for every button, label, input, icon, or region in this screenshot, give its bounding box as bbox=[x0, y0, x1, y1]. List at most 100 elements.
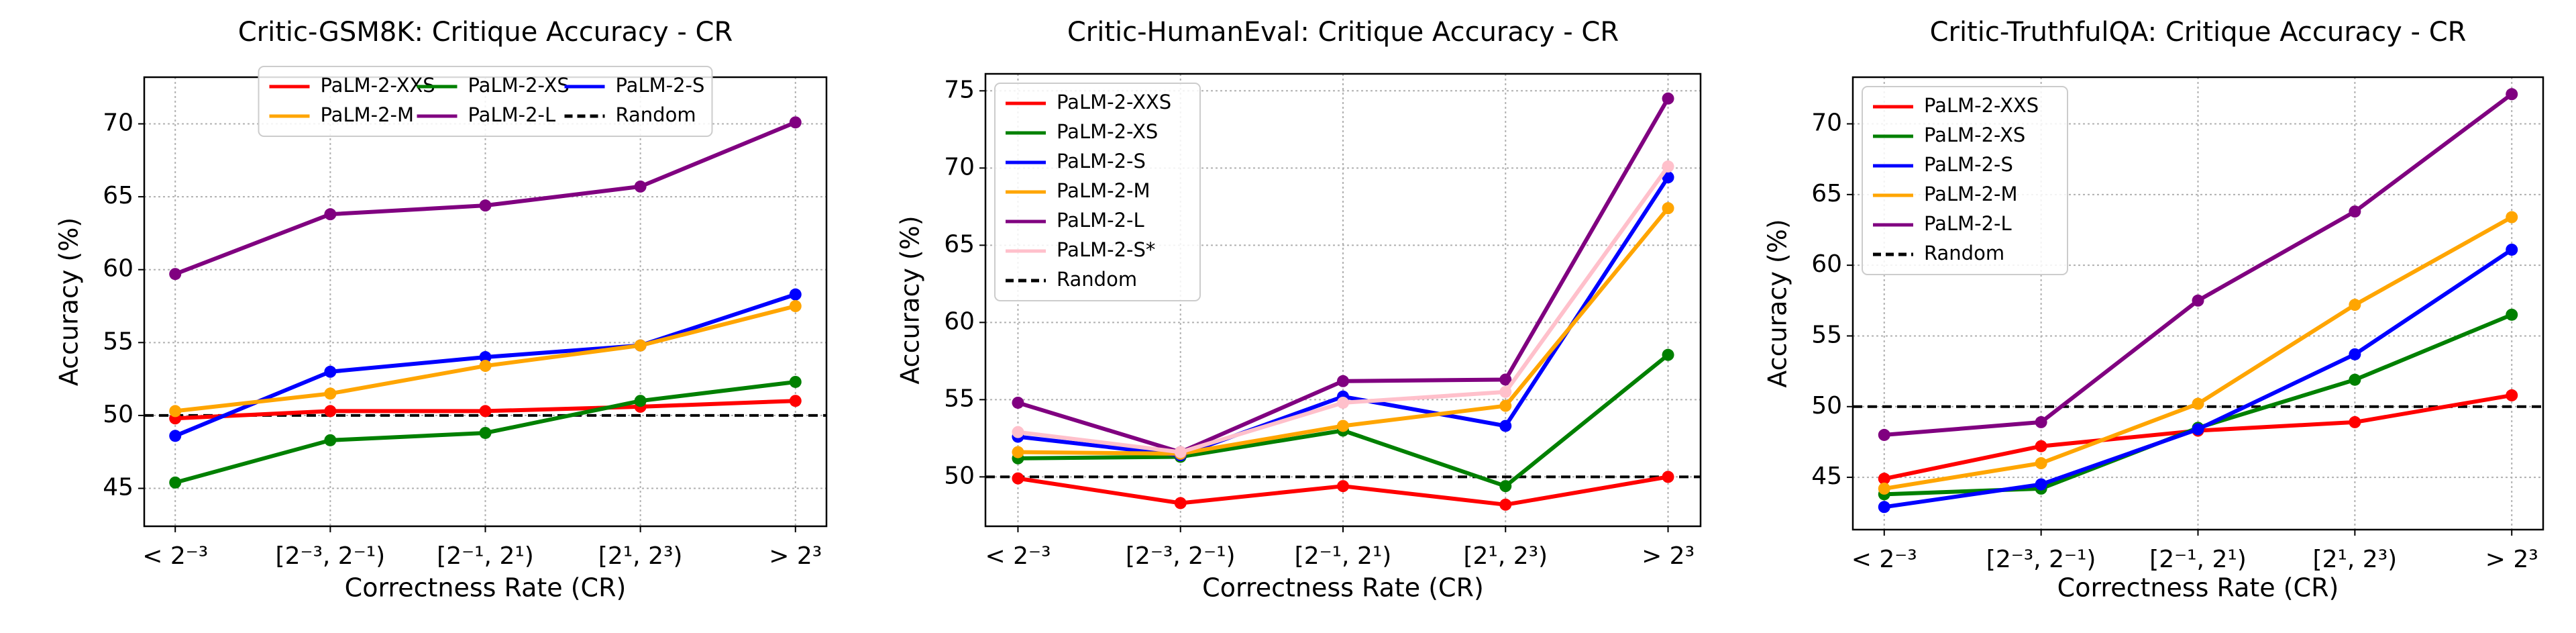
data-point bbox=[2349, 373, 2361, 386]
data-point bbox=[2349, 348, 2361, 360]
y-tick-label: 45 bbox=[1811, 462, 1842, 490]
x-tick-label: [2¹, 2³) bbox=[598, 542, 683, 570]
data-point bbox=[479, 199, 492, 212]
data-point bbox=[2035, 440, 2047, 452]
x-tick-label: > 2³ bbox=[769, 542, 822, 570]
y-tick-label: 55 bbox=[103, 328, 133, 355]
data-point bbox=[324, 434, 337, 446]
legend-label: PaLM-2-L bbox=[468, 103, 556, 126]
legend-label: PaLM-2-XXS bbox=[321, 74, 435, 97]
data-point bbox=[1878, 482, 1890, 495]
y-axis-label: Accuracy (%) bbox=[54, 217, 84, 386]
y-tick-label: 50 bbox=[944, 462, 975, 489]
data-point bbox=[2506, 389, 2518, 401]
x-tick-label: [2⁻¹, 2¹) bbox=[437, 542, 534, 570]
data-point bbox=[1174, 497, 1187, 509]
data-point bbox=[1012, 426, 1024, 438]
y-tick-label: 60 bbox=[1811, 250, 1842, 278]
data-point bbox=[1662, 171, 1674, 184]
data-point bbox=[2506, 308, 2518, 321]
data-point bbox=[169, 430, 182, 442]
legend-label: PaLM-2-S bbox=[616, 74, 705, 97]
data-point bbox=[2035, 416, 2047, 428]
data-point bbox=[2506, 88, 2518, 101]
legend-label: Random bbox=[1924, 242, 2004, 264]
data-point bbox=[1012, 396, 1024, 409]
legend: PaLM-2-XXS PaLM-2-XS PaLM-2-S PaLM-2-M PaLM-… bbox=[1862, 86, 2068, 275]
data-point bbox=[1662, 160, 1674, 173]
data-point bbox=[2506, 211, 2518, 224]
x-tick-label: [2⁻³, 2⁻¹) bbox=[1986, 546, 2096, 573]
data-point bbox=[324, 405, 337, 418]
legend-label: PaLM-2-XS bbox=[1924, 124, 2025, 146]
x-tick-label: [2⁻³, 2⁻¹) bbox=[1126, 542, 1236, 570]
x-tick-label: < 2⁻³ bbox=[142, 542, 208, 570]
x-tick-label: [2¹, 2³) bbox=[2313, 546, 2398, 573]
data-point bbox=[789, 116, 802, 129]
data-point bbox=[2506, 243, 2518, 256]
x-tick-label: > 2³ bbox=[2485, 546, 2538, 573]
legend-label: PaLM-2-M bbox=[1057, 179, 1150, 202]
data-point bbox=[1878, 501, 1890, 514]
data-point bbox=[1499, 480, 1512, 493]
data-point bbox=[789, 288, 802, 301]
data-point bbox=[479, 351, 492, 364]
data-point bbox=[479, 360, 492, 373]
legend-label: PaLM-2-L bbox=[1924, 212, 2012, 235]
x-tick-label: [2⁻³, 2⁻¹) bbox=[276, 542, 386, 570]
x-axis-label: Correctness Rate (CR) bbox=[1202, 573, 1484, 603]
data-point bbox=[479, 426, 492, 439]
legend-label: PaLM-2-S* bbox=[1057, 238, 1155, 261]
legend-label: PaLM-2-L bbox=[1057, 209, 1144, 232]
plot-frame bbox=[1851, 76, 2544, 531]
y-tick-label: 55 bbox=[1811, 321, 1842, 348]
legend-label: PaLM-2-XS bbox=[1057, 120, 1158, 143]
y-tick-label: 60 bbox=[944, 307, 975, 335]
data-point bbox=[169, 268, 182, 281]
data-point bbox=[1499, 498, 1512, 511]
data-point bbox=[1499, 399, 1512, 412]
data-point bbox=[2035, 457, 2047, 470]
data-point bbox=[1878, 473, 1890, 485]
y-tick-label: 70 bbox=[1811, 109, 1842, 137]
legend-label: PaLM-2-S bbox=[1057, 150, 1146, 173]
data-point bbox=[2349, 416, 2361, 428]
y-tick-label: 50 bbox=[1811, 392, 1842, 420]
data-point bbox=[1337, 375, 1349, 387]
data-point bbox=[634, 180, 647, 193]
data-point bbox=[1662, 202, 1674, 215]
y-tick-label: 65 bbox=[944, 230, 975, 258]
legend-frame bbox=[258, 66, 713, 137]
data-point bbox=[634, 339, 647, 352]
y-tick-label: 70 bbox=[944, 153, 975, 181]
legend: PaLM-2-XXS PaLM-2-XS PaLM-2-S PaLM-2-M PaLM-… bbox=[994, 83, 1201, 301]
x-tick-label: < 2⁻³ bbox=[1851, 546, 1917, 573]
y-tick-label: 50 bbox=[103, 401, 133, 428]
data-point bbox=[1499, 420, 1512, 432]
x-axis-label: Correctness Rate (CR) bbox=[345, 573, 627, 603]
data-point bbox=[1662, 348, 1674, 361]
x-tick-label: [2¹, 2³) bbox=[1463, 542, 1548, 570]
legend-label: PaLM-2-S bbox=[1924, 153, 2013, 176]
data-point bbox=[324, 365, 337, 378]
legend-label: Random bbox=[616, 103, 696, 126]
y-tick-label: 45 bbox=[103, 474, 133, 501]
data-point bbox=[1662, 92, 1674, 105]
y-tick-label: 65 bbox=[103, 182, 133, 209]
data-point bbox=[2349, 299, 2361, 311]
data-point bbox=[2192, 423, 2204, 436]
legend-label: PaLM-2-XS bbox=[468, 74, 570, 97]
data-point bbox=[1878, 428, 1890, 441]
data-point bbox=[324, 387, 337, 400]
data-point bbox=[2035, 478, 2047, 491]
data-point bbox=[324, 208, 337, 221]
y-tick-label: 55 bbox=[944, 385, 975, 412]
data-point bbox=[1012, 446, 1024, 458]
data-point bbox=[1012, 472, 1024, 485]
data-point bbox=[169, 405, 182, 418]
data-point bbox=[1499, 373, 1512, 386]
data-point bbox=[1337, 480, 1349, 493]
data-point bbox=[169, 476, 182, 489]
